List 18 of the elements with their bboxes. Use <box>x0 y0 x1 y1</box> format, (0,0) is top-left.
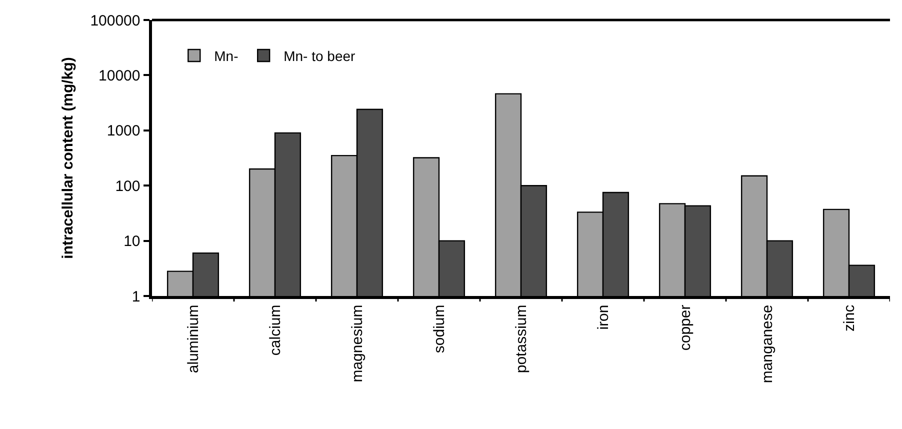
y-tick-label: 100 <box>115 178 140 195</box>
legend-label: Mn- <box>214 48 239 64</box>
x-tick-label: zinc <box>840 304 858 332</box>
y-tick-label: 1000 <box>106 122 140 140</box>
y-tick-label: 10 <box>124 233 140 250</box>
x-tick-label: calcium <box>266 304 284 356</box>
x-tick-label: copper <box>676 304 694 351</box>
x-tick-label: manganese <box>758 304 776 384</box>
x-tick-label: aluminium <box>184 304 202 374</box>
x-tick-label: sodium <box>430 304 448 354</box>
legend-label: Mn- to beer <box>284 48 356 64</box>
y-tick-label: 10000 <box>98 67 140 84</box>
x-tick-label: magnesium <box>348 304 366 382</box>
x-tick-label: potassium <box>512 304 530 374</box>
y-tick-label: 100000 <box>90 12 140 30</box>
y-tick-label: 1 <box>132 288 140 306</box>
y-axis-title: intracellular content (mg/kg) <box>59 57 76 259</box>
x-tick-label: iron <box>594 304 612 330</box>
